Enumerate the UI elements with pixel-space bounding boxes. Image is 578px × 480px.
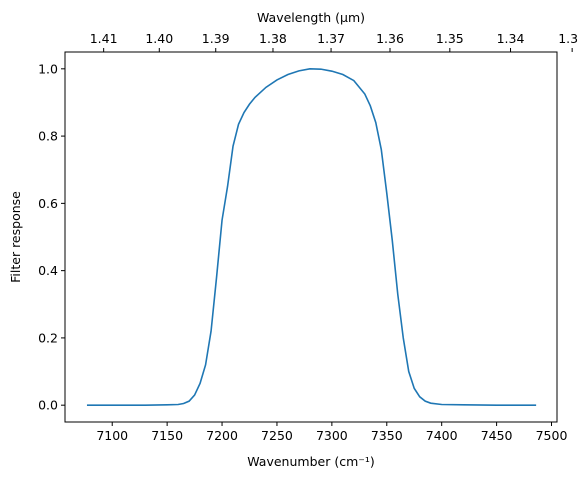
top-x-tick-label: 1.39 <box>202 31 230 46</box>
top-x-tick-label: 1.33 <box>558 31 578 46</box>
top-x-axis-label: Wavelength (μm) <box>257 10 365 25</box>
x-tick-label: 7150 <box>151 428 183 443</box>
x-tick-label: 7300 <box>316 428 348 443</box>
top-x-tick-label: 1.34 <box>497 31 525 46</box>
x-axis-label: Wavenumber (cm⁻¹) <box>247 454 374 469</box>
top-x-tick-label: 1.40 <box>145 31 173 46</box>
y-tick-label: 0.8 <box>38 129 58 144</box>
plot-frame <box>64 51 558 423</box>
y-axis-label: Filter response <box>8 191 23 283</box>
top-x-tick-label: 1.38 <box>259 31 287 46</box>
series-line-0 <box>86 68 537 406</box>
plot-layer <box>86 68 537 406</box>
y-tick-label: 0.2 <box>38 330 58 345</box>
x-tick-label: 7450 <box>481 428 513 443</box>
y-tick-label: 0.0 <box>38 398 58 413</box>
x-tick-label: 7200 <box>206 428 238 443</box>
top-x-tick-label: 1.37 <box>317 31 345 46</box>
top-x-tick-label: 1.41 <box>90 31 118 46</box>
top-x-tick-label: 1.35 <box>436 31 464 46</box>
x-tick-label: 7500 <box>536 428 568 443</box>
y-tick-label: 0.6 <box>38 196 58 211</box>
top-x-tick-label: 1.36 <box>376 31 404 46</box>
y-tick-label: 0.4 <box>38 263 58 278</box>
y-tick-label: 1.0 <box>38 61 58 76</box>
x-tick-label: 7350 <box>371 428 403 443</box>
ticks-layer: 7100 7150 7200 7250 7300 7350 7400 7450 7500 0.0 0… <box>38 31 578 443</box>
x-tick-label: 7100 <box>96 428 128 443</box>
x-tick-label: 7400 <box>426 428 458 443</box>
x-tick-label: 7250 <box>261 428 293 443</box>
